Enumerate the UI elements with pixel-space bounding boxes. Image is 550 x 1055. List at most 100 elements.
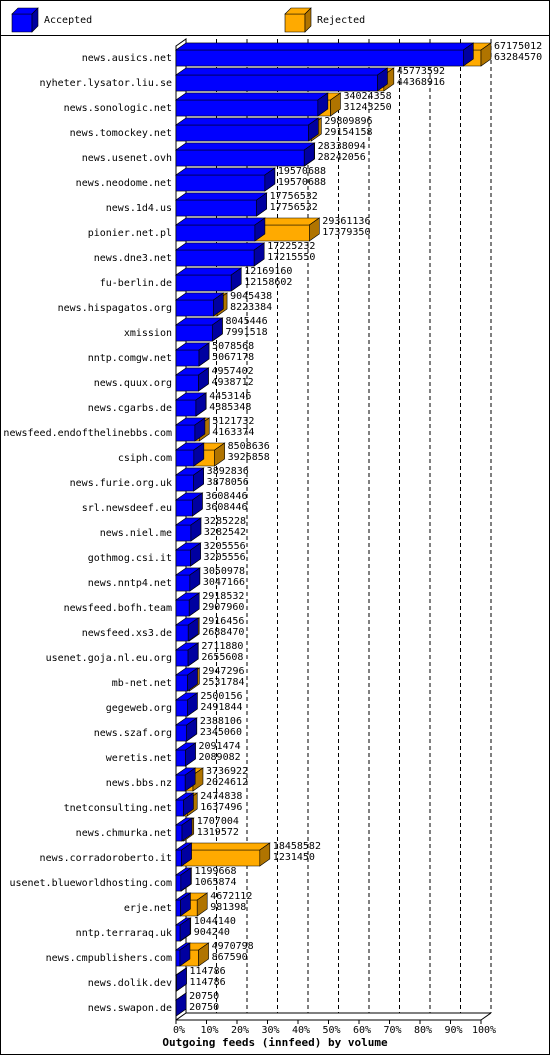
value-label: 1065874 xyxy=(194,877,236,888)
bar-face xyxy=(175,167,276,176)
bar xyxy=(175,142,316,167)
y-tick-label: usenet.blueworldhosting.com xyxy=(9,878,172,889)
bar-face xyxy=(317,92,329,117)
x-tick-label: 40% xyxy=(292,1025,310,1036)
value-label: 9045438 xyxy=(230,291,272,302)
value-label: 28242056 xyxy=(318,152,366,163)
value-label: 44368916 xyxy=(397,77,445,88)
legend-face xyxy=(304,7,312,33)
bar-face xyxy=(175,549,191,567)
bar xyxy=(175,117,320,142)
x-axis-title: Outgoing feeds (innfeed) by volume xyxy=(162,1036,388,1049)
value-label: 29154158 xyxy=(324,127,372,138)
y-tick-label: mb-net.net xyxy=(112,678,172,689)
bar xyxy=(175,692,199,717)
value-label: 114786 xyxy=(190,966,226,977)
bar xyxy=(175,67,389,92)
bar-face xyxy=(186,717,197,742)
y-tick-label: nyheter.lysator.liu.se xyxy=(40,78,172,89)
bar-face xyxy=(211,317,223,342)
value-label: 31243250 xyxy=(343,102,391,113)
value-label: 3608446 xyxy=(205,491,247,502)
x-tick-label: 70% xyxy=(383,1025,401,1036)
value-label: 2655608 xyxy=(201,652,243,663)
bar-face xyxy=(185,742,196,767)
bar-face xyxy=(179,942,191,967)
bar-face xyxy=(213,292,224,317)
value-label: 67175012 xyxy=(494,41,542,52)
bar-face xyxy=(187,642,199,667)
value-label: 5067178 xyxy=(212,352,254,363)
x-tick-label: 0% xyxy=(173,1025,185,1036)
y-tick-label: newsfeed.endofthelinebbs.com xyxy=(3,428,172,439)
bar xyxy=(175,717,198,742)
bar xyxy=(175,917,192,942)
y-tick-label: nntp.terraraq.uk xyxy=(76,928,172,939)
x-tick-label: 10% xyxy=(200,1025,218,1036)
bar-face xyxy=(175,399,197,417)
value-label: 2531784 xyxy=(202,677,244,688)
y-tick-label: weretis.net xyxy=(106,753,172,764)
bar-face xyxy=(181,817,193,842)
bar-face xyxy=(175,992,187,1017)
value-label: 981398 xyxy=(210,902,246,913)
value-label: 2500156 xyxy=(200,691,242,702)
value-label: 5121732 xyxy=(212,416,254,427)
value-label: 4957402 xyxy=(212,366,254,377)
bar xyxy=(175,817,193,842)
bar-face xyxy=(175,574,191,592)
bar-face xyxy=(214,442,225,467)
value-label: 114786 xyxy=(190,977,226,988)
bar xyxy=(175,642,200,667)
y-tick-label: newsfeed.bofh.team xyxy=(64,603,172,614)
value-label: 4970798 xyxy=(212,941,254,952)
bar-face xyxy=(175,449,195,467)
bar xyxy=(175,867,192,892)
bar-face xyxy=(264,167,276,192)
bar xyxy=(175,592,201,617)
y-tick-label: erje.net xyxy=(124,903,172,914)
bar-face xyxy=(192,492,203,517)
bar-face xyxy=(195,392,207,417)
value-label: 2491844 xyxy=(200,702,242,713)
bar xyxy=(175,342,210,367)
bar xyxy=(175,492,204,517)
y-tick-label: gegeweb.org xyxy=(106,703,172,714)
bar-face xyxy=(175,724,187,742)
bar xyxy=(175,217,266,242)
y-tick-label: news.cmpublishers.com xyxy=(46,953,172,964)
y-tick-label: usenet.goja.nl.eu.org xyxy=(46,653,172,664)
value-label: 3285228 xyxy=(204,516,246,527)
value-label: 1231450 xyxy=(273,852,315,863)
legend-label: Accepted xyxy=(44,15,92,26)
bar-face xyxy=(175,192,268,201)
y-tick-label: news.hispagatos.org xyxy=(58,303,172,314)
y-tick-label: news.corradoroberto.it xyxy=(40,853,172,864)
bar-face xyxy=(253,242,265,267)
x-tick-label: 60% xyxy=(353,1025,371,1036)
y-tick-label: news.bbs.nz xyxy=(106,778,172,789)
y-tick-label: news.swapon.de xyxy=(88,1003,172,1014)
value-label: 2907960 xyxy=(202,602,244,613)
bar xyxy=(175,467,205,492)
bar-face xyxy=(303,142,315,167)
y-tick-label: news.chmurka.net xyxy=(76,828,172,839)
bar xyxy=(175,267,243,292)
value-label: 45773592 xyxy=(397,66,445,77)
x-tick-label: 100% xyxy=(472,1025,496,1036)
x-tick-label: 90% xyxy=(444,1025,462,1036)
bar-face xyxy=(175,699,188,717)
value-label: 3926858 xyxy=(228,452,270,463)
bar-face xyxy=(175,874,182,892)
bar-face xyxy=(175,649,189,667)
value-label: 2091474 xyxy=(198,741,240,752)
legend-face xyxy=(11,13,33,33)
bar-face xyxy=(308,117,319,142)
axis-line xyxy=(480,1012,492,1021)
y-tick-label: news.niel.me xyxy=(100,528,172,539)
bar xyxy=(175,392,207,417)
y-tick-label: news.tomockey.net xyxy=(70,128,172,139)
bar-face xyxy=(175,849,182,867)
y-tick-label: news.ausics.net xyxy=(82,53,172,64)
